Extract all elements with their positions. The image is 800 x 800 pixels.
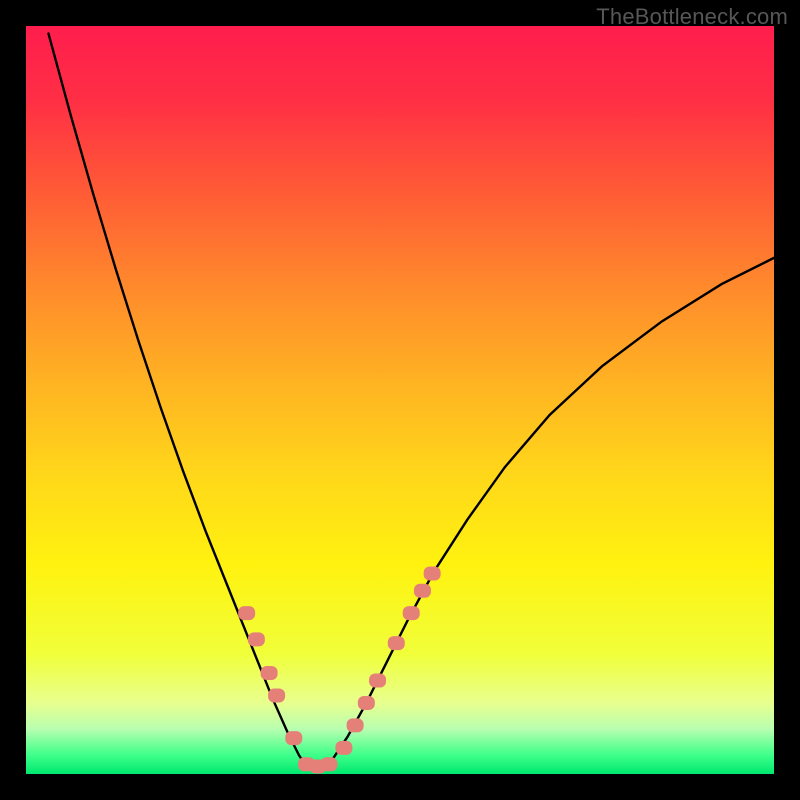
- data-marker: [248, 632, 265, 646]
- data-marker: [268, 688, 285, 702]
- chart-root: TheBottleneck.com: [0, 0, 800, 800]
- data-marker: [424, 567, 441, 581]
- watermark-text: TheBottleneck.com: [596, 4, 788, 30]
- data-marker: [261, 666, 278, 680]
- data-marker: [347, 718, 364, 732]
- chart-svg: [0, 0, 800, 800]
- data-marker: [320, 757, 337, 771]
- data-marker: [388, 636, 405, 650]
- data-marker: [285, 731, 302, 745]
- data-marker: [369, 674, 386, 688]
- data-marker: [358, 696, 375, 710]
- data-marker: [403, 606, 420, 620]
- data-marker: [414, 584, 431, 598]
- gradient-background: [26, 26, 774, 774]
- data-marker: [335, 741, 352, 755]
- data-marker: [238, 606, 255, 620]
